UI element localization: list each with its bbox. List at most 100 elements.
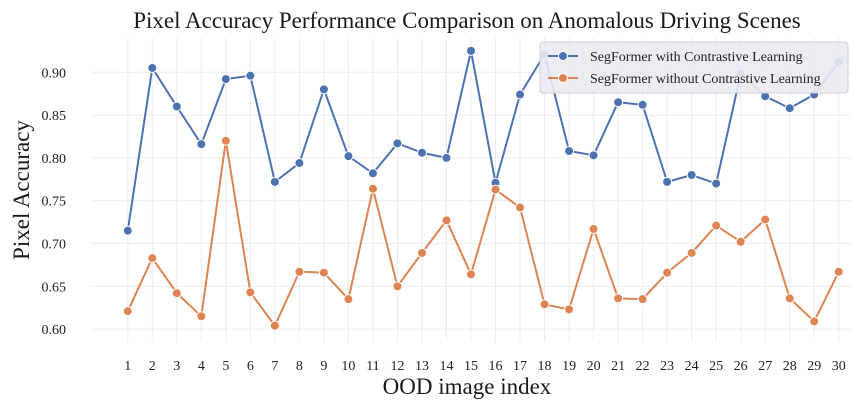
data-point: [735, 236, 746, 247]
data-point: [122, 306, 133, 317]
data-point: [392, 281, 403, 292]
x-tick-label: 16: [489, 359, 503, 374]
y-tick-label: 0.90: [42, 66, 67, 81]
data-point: [147, 253, 158, 264]
data-point: [294, 266, 305, 277]
series-group: [122, 45, 844, 331]
x-tick-label: 10: [341, 359, 355, 374]
data-point: [367, 183, 378, 194]
data-point: [441, 152, 452, 163]
data-point: [588, 223, 599, 234]
y-axis-label: Pixel Accuracy: [9, 120, 34, 260]
data-point: [784, 293, 795, 304]
data-point: [637, 294, 648, 305]
x-tick-label: 28: [783, 359, 797, 374]
data-point: [466, 269, 476, 280]
x-tick-label: 17: [513, 359, 527, 374]
y-axis-ticks: 0.60 0.65 0.70 0.75 0.80 0.85 0.90: [42, 66, 67, 338]
data-point: [711, 178, 722, 189]
y-tick-label: 0.80: [42, 152, 67, 167]
x-tick-label: 14: [439, 359, 453, 374]
x-axis-label: OOD image index: [383, 374, 552, 399]
data-point: [564, 146, 575, 157]
data-point: [686, 170, 697, 181]
x-tick-label: 26: [734, 359, 748, 374]
data-point: [343, 294, 354, 305]
x-tick-label: 18: [538, 359, 552, 374]
data-point: [515, 202, 526, 213]
data-point: [490, 184, 501, 195]
legend-marker-series-1: [558, 51, 568, 61]
data-point: [171, 288, 182, 299]
data-point: [392, 138, 403, 149]
data-point: [294, 158, 305, 169]
x-tick-label: 8: [296, 359, 303, 374]
data-point: [147, 62, 158, 73]
data-point: [245, 70, 256, 81]
data-point: [343, 151, 354, 162]
x-tick-label: 5: [222, 359, 229, 374]
legend: SegFormer with Contrastive Learning SegF…: [539, 41, 849, 94]
x-tick-label: 22: [636, 359, 650, 374]
data-point: [662, 176, 673, 187]
data-point: [539, 299, 550, 310]
x-tick-label: 29: [807, 359, 821, 374]
x-tick-label: 20: [587, 359, 601, 374]
data-point: [686, 247, 697, 258]
x-tick-label: 19: [562, 359, 576, 374]
data-point: [784, 103, 795, 114]
data-point: [613, 293, 624, 304]
data-point: [367, 168, 378, 179]
x-tick-label: 12: [390, 359, 404, 374]
data-point: [588, 150, 599, 161]
data-point: [833, 266, 844, 277]
x-tick-label: 25: [709, 359, 723, 374]
data-point: [122, 225, 133, 236]
chart-title: Pixel Accuracy Performance Comparison on…: [133, 8, 801, 33]
data-point: [613, 97, 624, 108]
y-tick-label: 0.65: [42, 280, 67, 295]
x-tick-label: 4: [198, 359, 205, 374]
x-tick-label: 6: [247, 359, 254, 374]
x-axis-ticks: 1 2 3 4 5 6 7 8 9 10 11 12 13 14 15 16 17 18 19 20 21 22 23 24 2…: [124, 359, 845, 374]
data-point: [637, 99, 648, 110]
series-1: [122, 45, 844, 236]
x-tick-label: 21: [611, 359, 625, 374]
data-point: [269, 176, 280, 187]
data-point: [196, 311, 207, 322]
data-point: [269, 320, 280, 331]
series-2: [122, 135, 844, 331]
data-point: [416, 147, 427, 158]
data-point: [711, 220, 722, 231]
data-point: [220, 74, 231, 85]
x-tick-label: 13: [415, 359, 429, 374]
legend-marker-series-2: [558, 73, 568, 83]
legend-label-series-1: SegFormer with Contrastive Learning: [590, 50, 803, 65]
data-point: [220, 135, 231, 146]
x-tick-label: 1: [124, 359, 131, 374]
legend-box: [539, 41, 849, 94]
y-tick-label: 0.75: [42, 195, 67, 210]
x-tick-label: 24: [685, 359, 699, 374]
y-tick-label: 0.70: [42, 238, 67, 253]
data-point: [760, 214, 771, 225]
data-point: [318, 84, 329, 95]
data-point: [662, 267, 673, 278]
data-point: [318, 267, 329, 278]
x-tick-label: 30: [832, 359, 846, 374]
legend-label-series-2: SegFormer without Contrastive Learning: [590, 72, 821, 87]
data-point: [466, 45, 476, 56]
x-tick-label: 15: [464, 359, 478, 374]
data-point: [196, 139, 207, 150]
data-point: [416, 247, 427, 258]
data-point: [171, 101, 182, 112]
x-tick-label: 7: [271, 359, 278, 374]
x-tick-label: 3: [173, 359, 180, 374]
data-point: [441, 215, 452, 226]
data-point: [245, 287, 256, 298]
y-tick-label: 0.85: [42, 109, 67, 124]
series-line-2: [126, 139, 840, 327]
x-tick-label: 11: [366, 359, 379, 374]
grid: [91, 38, 851, 342]
